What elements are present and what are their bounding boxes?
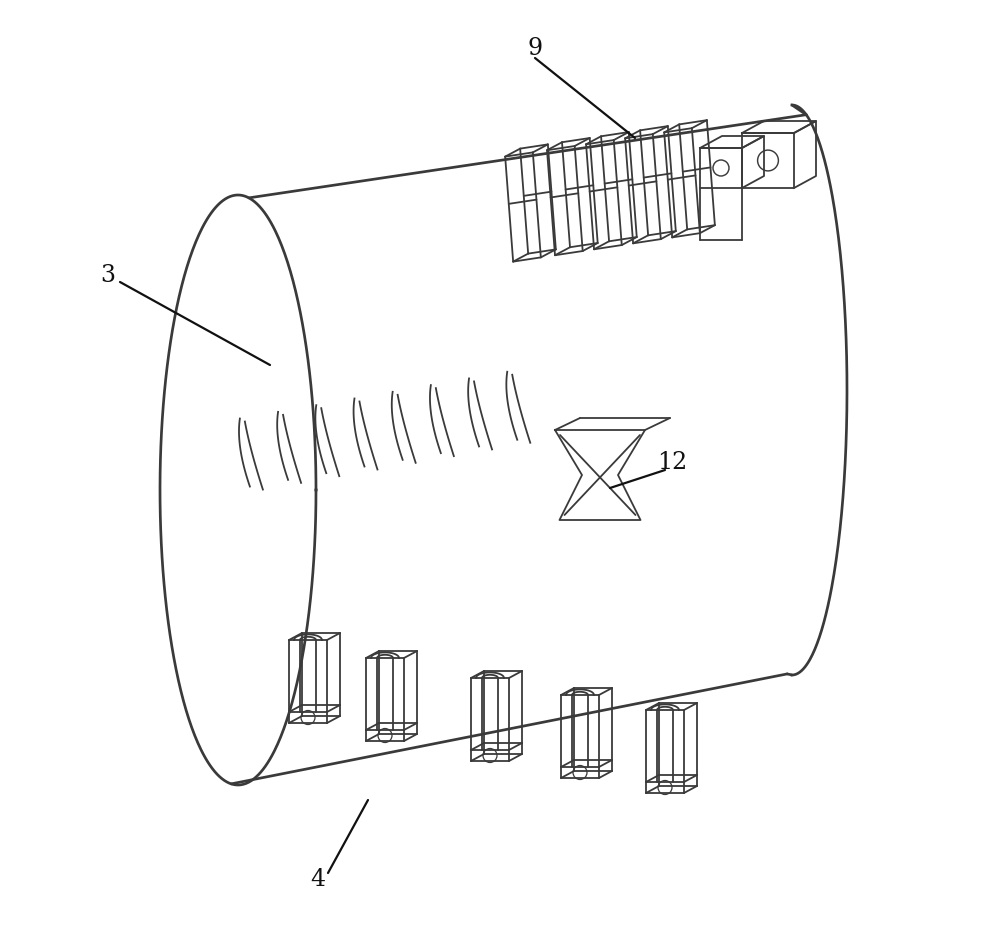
Text: 12: 12 (657, 450, 687, 473)
Text: 4: 4 (310, 868, 326, 891)
Text: 9: 9 (527, 37, 543, 60)
Text: 3: 3 (100, 264, 116, 286)
